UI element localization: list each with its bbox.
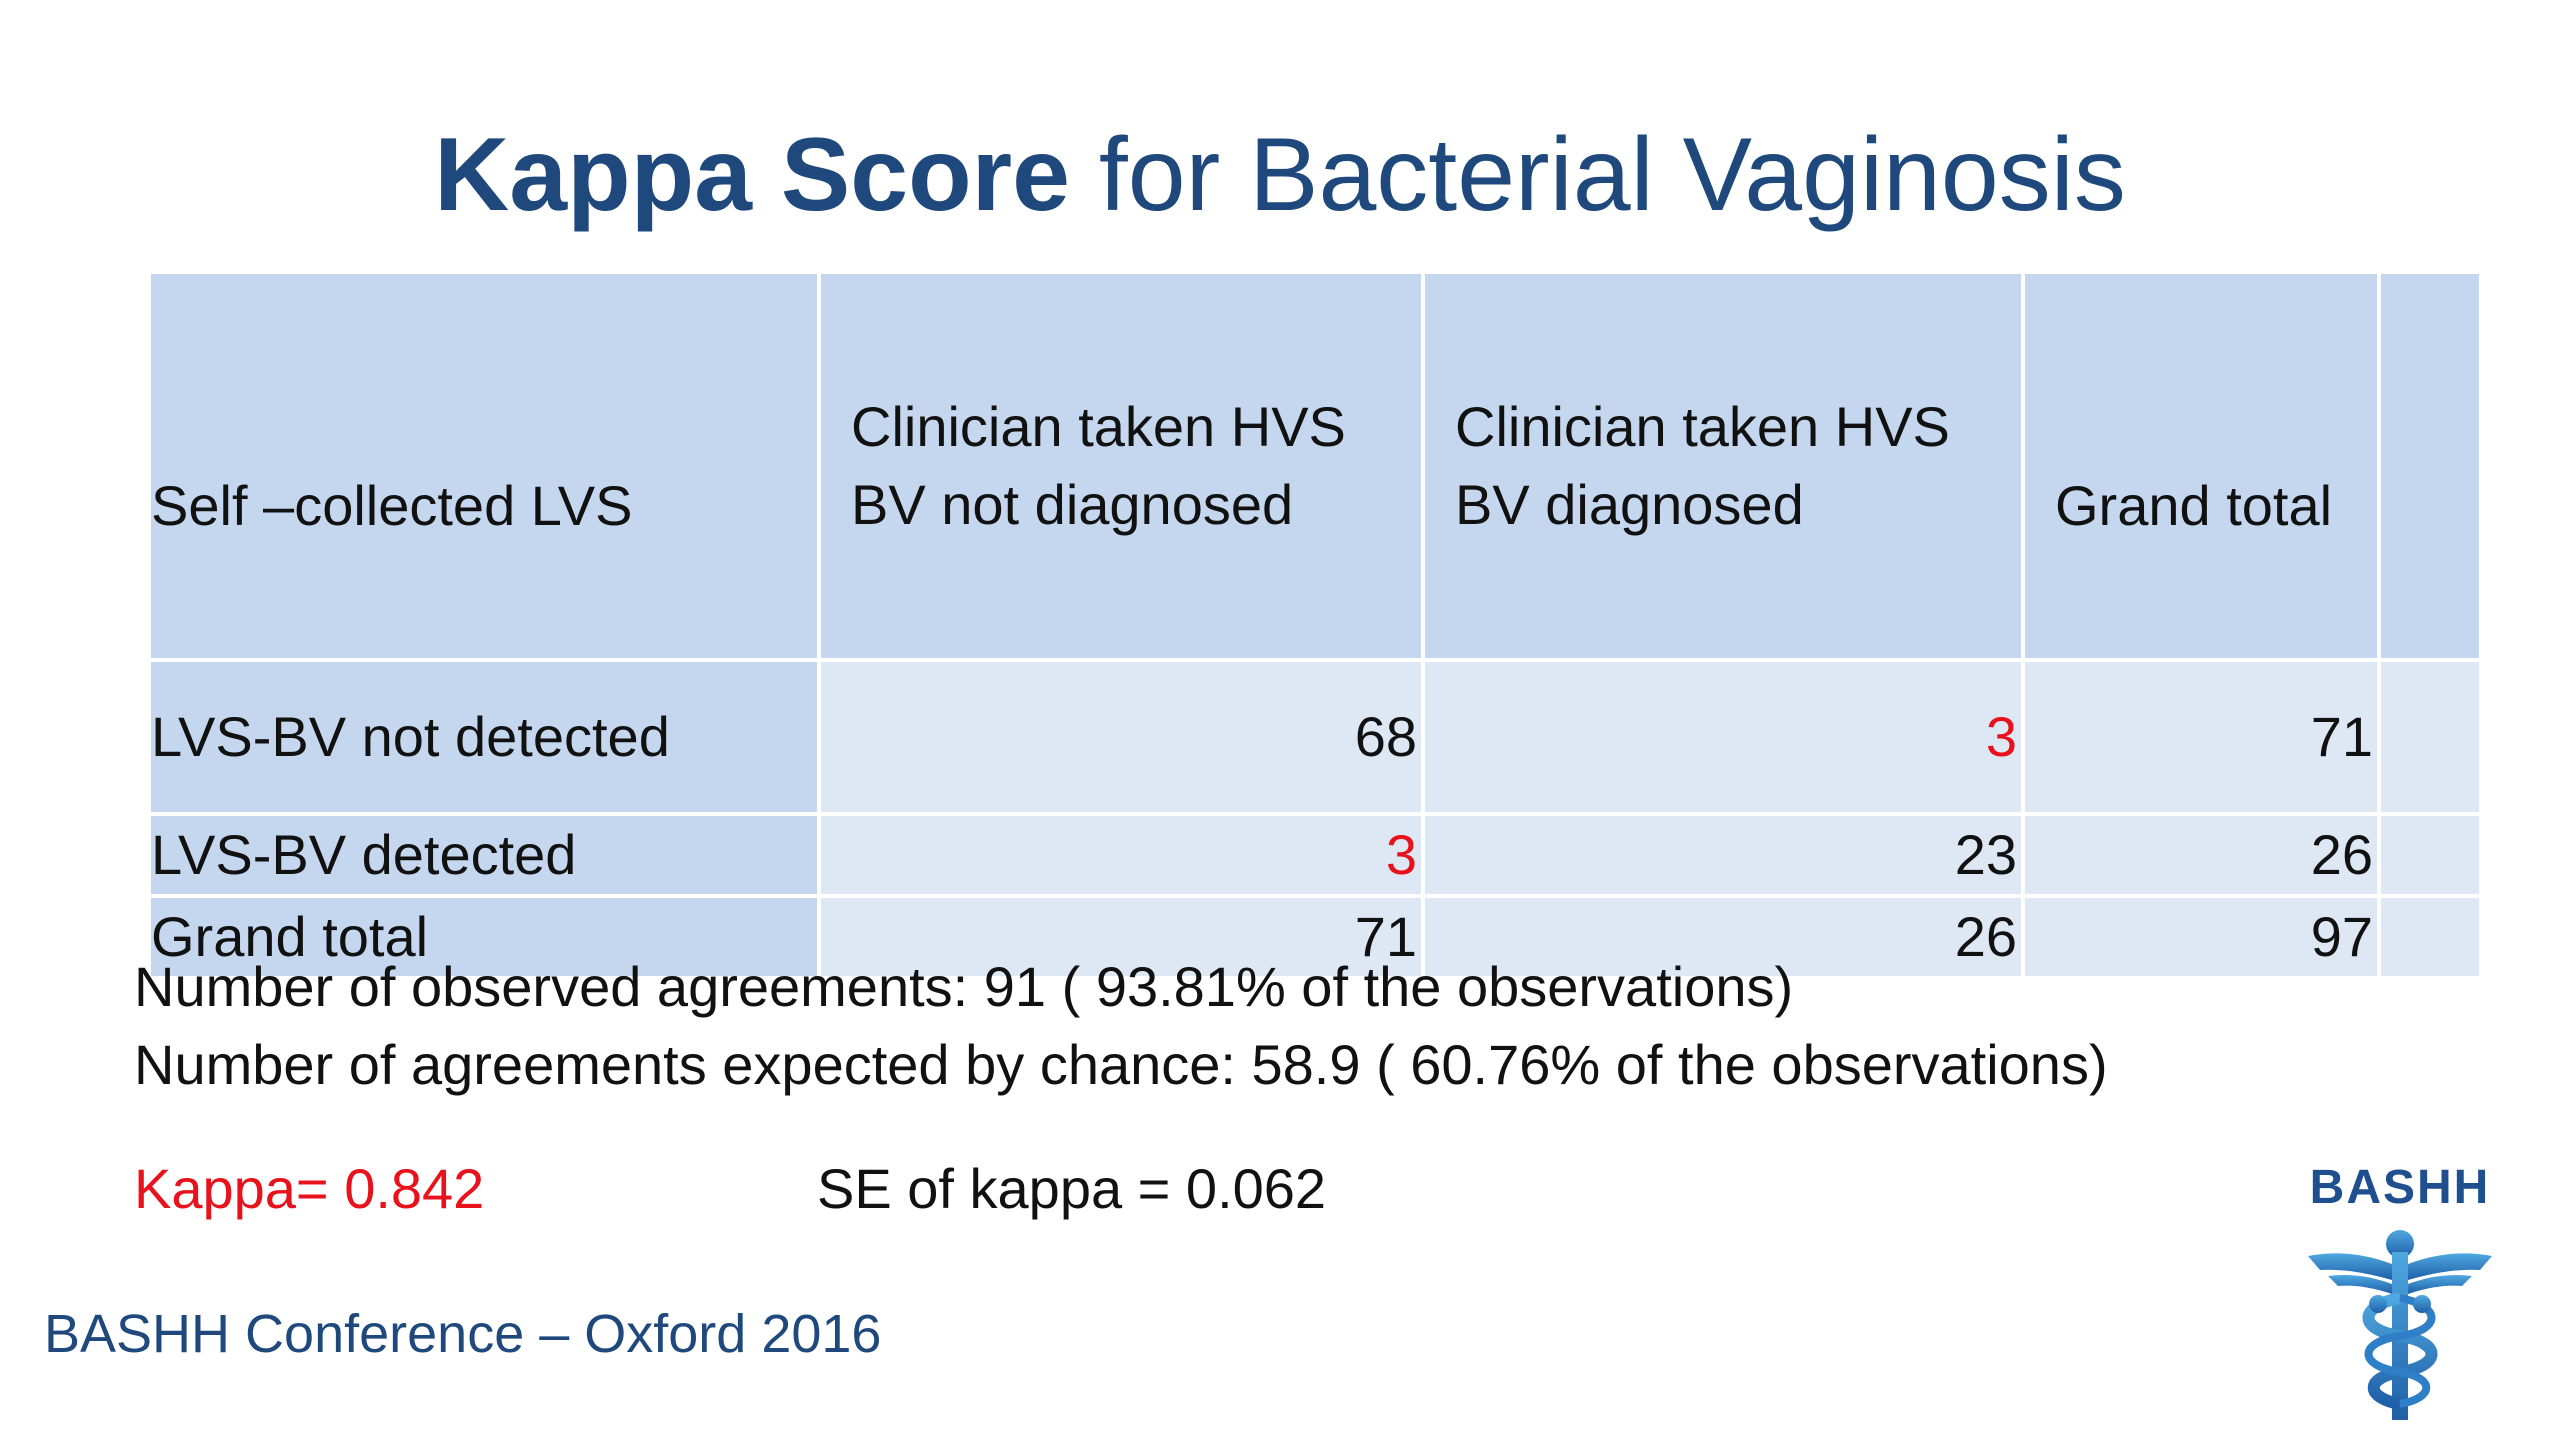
table-row: LVS-BV not detected 68 3 71	[151, 662, 2479, 816]
table-spacer-cell	[2381, 816, 2479, 898]
table-spacer-cell	[2381, 274, 2479, 662]
table-header-row: Self –collected LVS Clinician taken HVS …	[151, 274, 2479, 662]
footer-conference: BASHH Conference – Oxford 2016	[44, 1304, 882, 1364]
agreement-stats: Number of observed agreements: 91 ( 93.8…	[134, 948, 2108, 1104]
cell-value: 71	[2025, 662, 2381, 816]
cell-value: 71	[821, 898, 1425, 980]
header-line: BV diagnosed	[1455, 473, 1804, 536]
header-grand-total: Grand total	[2025, 274, 2381, 662]
cell-value-highlight: 3	[821, 816, 1425, 898]
header-line: Clinician taken HVS	[851, 395, 1346, 458]
row-label: Grand total	[151, 898, 821, 980]
page-title: Kappa Score for Bacterial Vaginosis	[0, 110, 2560, 240]
kappa-se: SE of kappa = 0.062	[817, 1157, 1327, 1220]
observed-agreements: Number of observed agreements: 91 ( 93.8…	[134, 955, 1794, 1018]
table-spacer-cell	[2381, 898, 2479, 980]
header-bv-diagnosed: Clinician taken HVS BV diagnosed	[1425, 274, 2025, 662]
expected-agreements: Number of agreements expected by chance:…	[134, 1033, 2108, 1096]
cell-value-highlight: 3	[1425, 662, 2025, 816]
caduceus-icon	[2308, 1230, 2492, 1420]
kappa-table: Self –collected LVS Clinician taken HVS …	[151, 274, 2479, 980]
title-rest: for Bacterial Vaginosis	[1069, 117, 2126, 233]
title-bold: Kappa Score	[434, 117, 1070, 233]
kappa-value: Kappa= 0.842	[134, 1157, 485, 1220]
bashh-logo: BASHH	[2280, 1160, 2520, 1430]
header-line: Clinician taken HVS	[1455, 395, 1950, 458]
row-label: LVS-BV not detected	[151, 662, 821, 816]
header-self-collected: Self –collected LVS	[151, 274, 821, 662]
row-label: LVS-BV detected	[151, 816, 821, 898]
cell-value: 26	[1425, 898, 2025, 980]
table-row: LVS-BV detected 3 23 26	[151, 816, 2479, 898]
cell-value: 97	[2025, 898, 2381, 980]
table-row: Grand total 71 26 97	[151, 898, 2479, 980]
table-spacer-cell	[2381, 662, 2479, 816]
header-bv-not-diagnosed: Clinician taken HVS BV not diagnosed	[821, 274, 1425, 662]
header-line: BV not diagnosed	[851, 473, 1294, 536]
cell-value: 68	[821, 662, 1425, 816]
cell-value: 23	[1425, 816, 2025, 898]
logo-text: BASHH	[2309, 1161, 2491, 1214]
cell-value: 26	[2025, 816, 2381, 898]
